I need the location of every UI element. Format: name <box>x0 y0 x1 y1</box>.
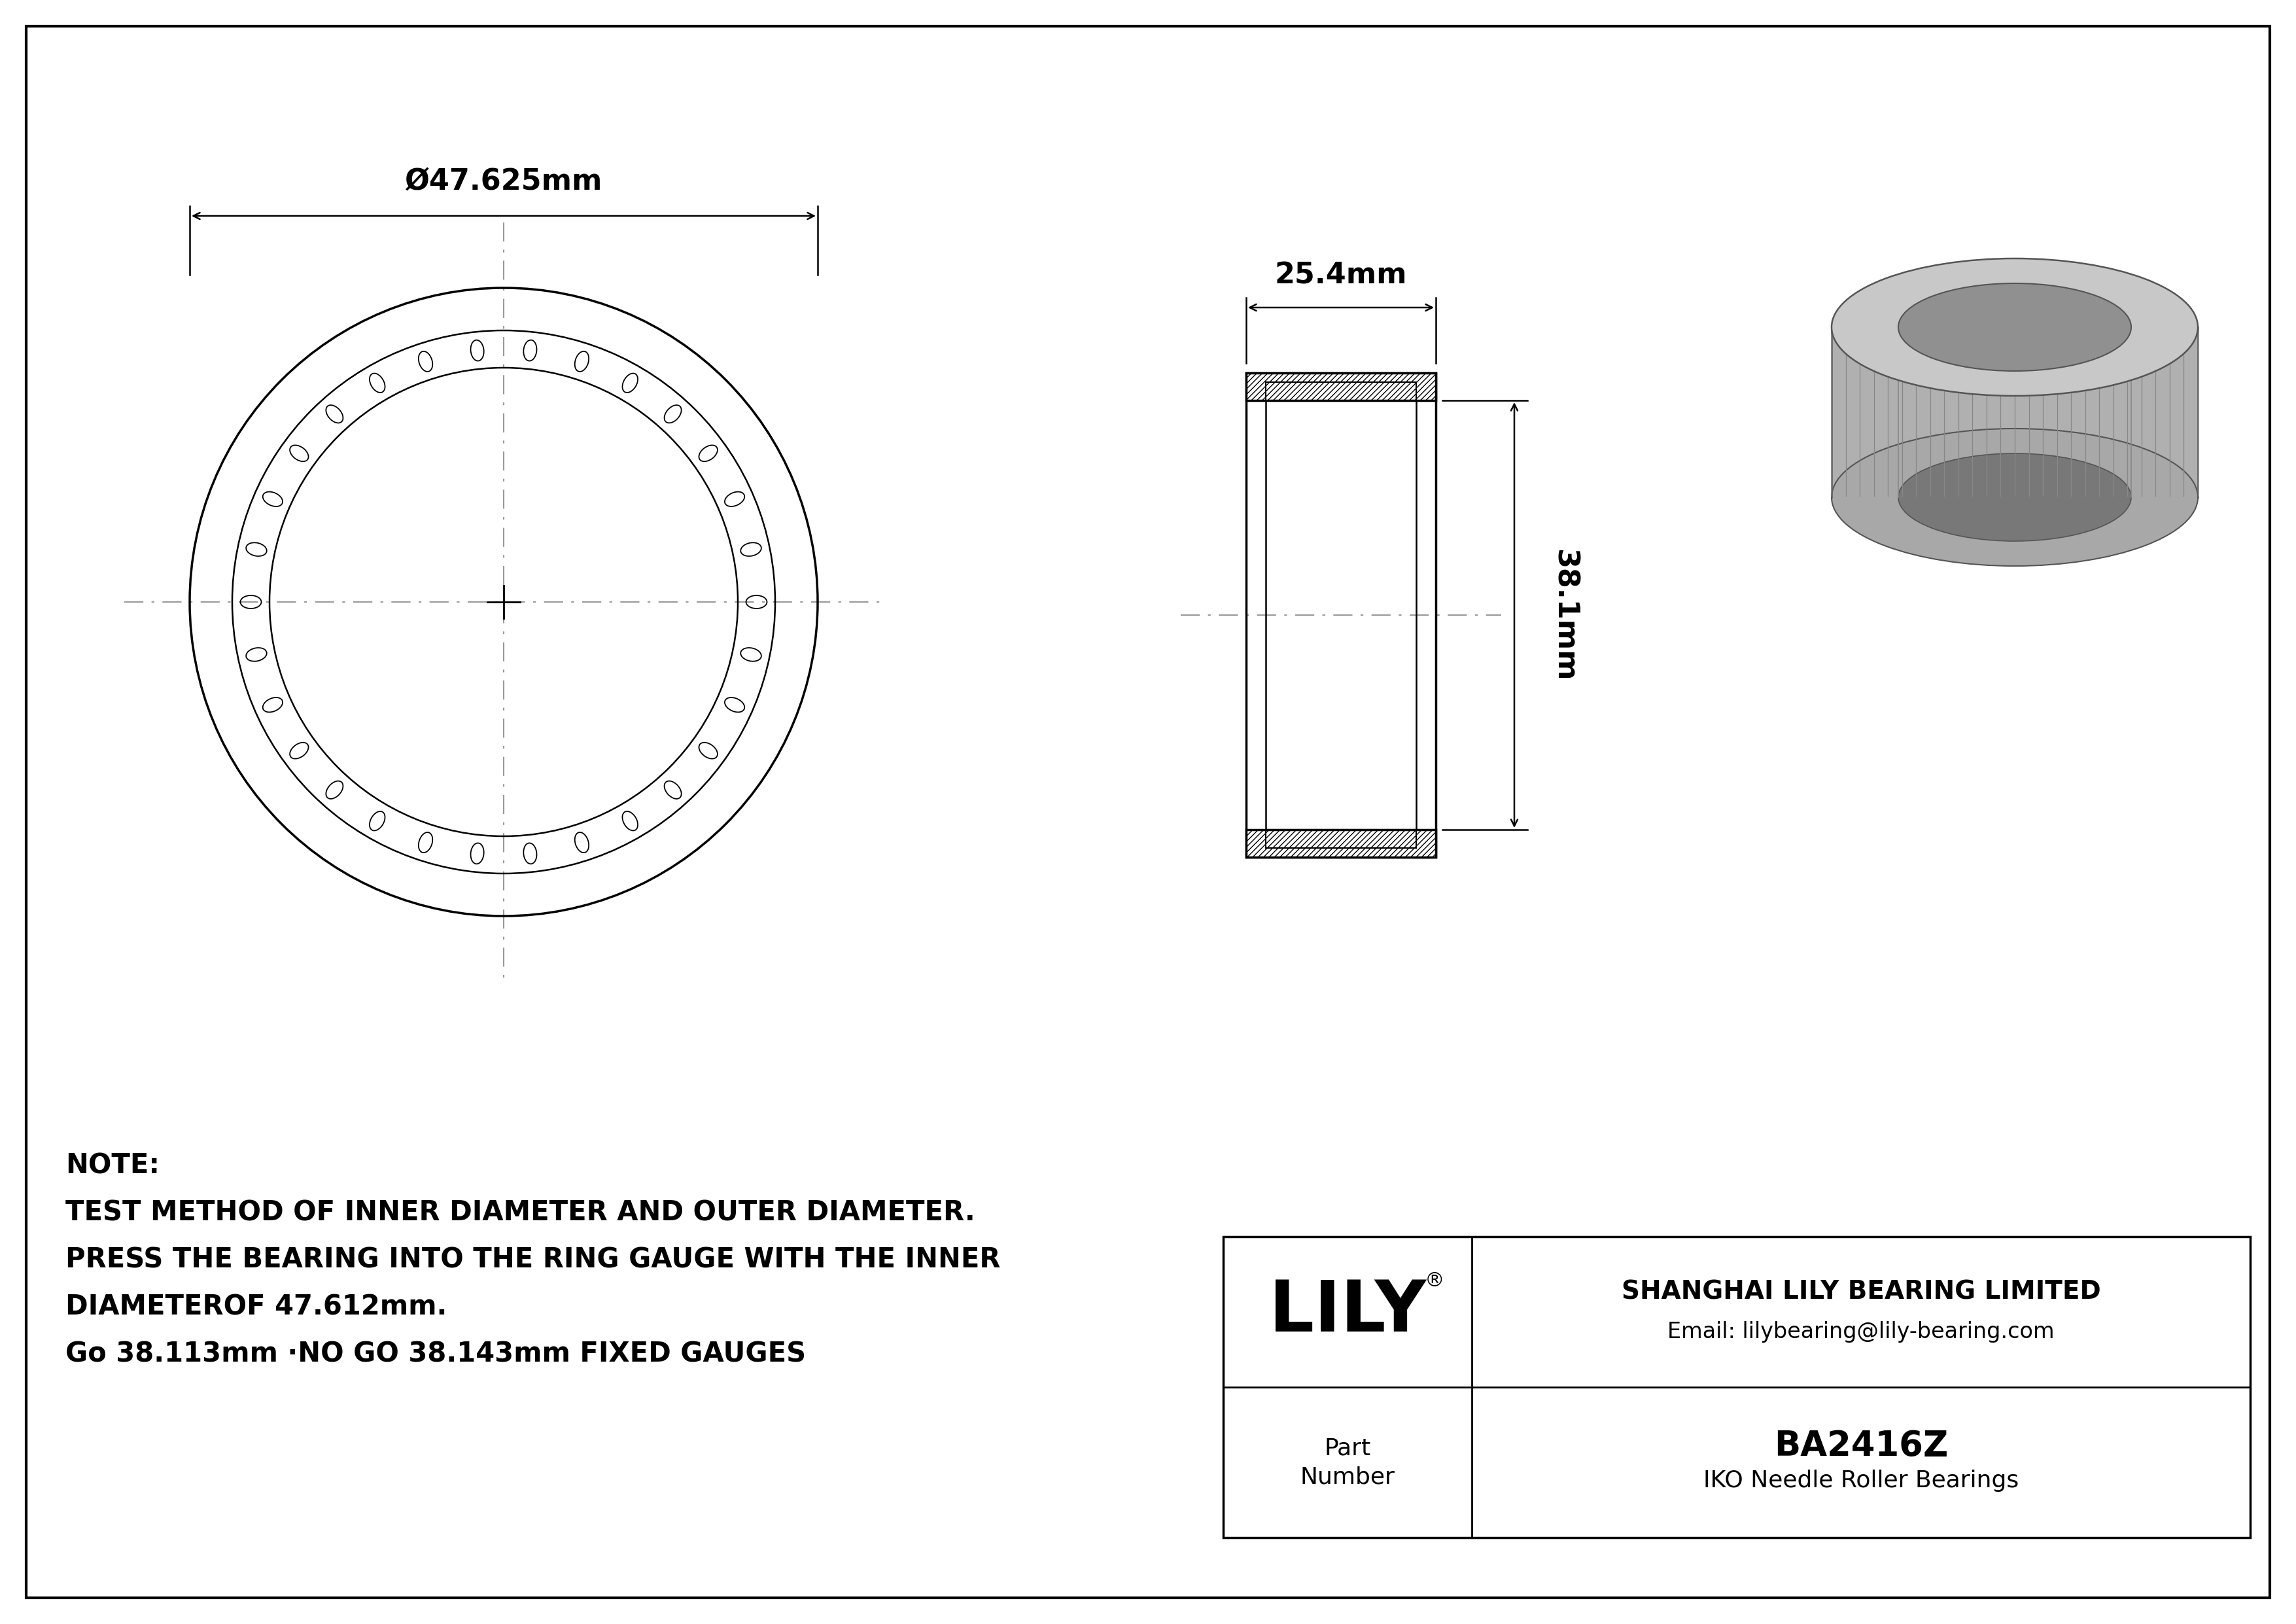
Text: NOTE:: NOTE: <box>64 1151 161 1179</box>
Bar <box>1224 1236 2250 1538</box>
Text: PRESS THE BEARING INTO THE RING GAUGE WITH THE INNER: PRESS THE BEARING INTO THE RING GAUGE WI… <box>64 1246 1001 1273</box>
Text: TEST METHOD OF INNER DIAMETER AND OUTER DIAMETER.: TEST METHOD OF INNER DIAMETER AND OUTER … <box>64 1199 976 1226</box>
Ellipse shape <box>1899 453 2131 541</box>
Text: ®: ® <box>1426 1272 1444 1289</box>
Ellipse shape <box>1832 258 2197 396</box>
Text: LILY: LILY <box>1270 1276 1426 1346</box>
Text: Number: Number <box>1300 1465 1396 1488</box>
Text: Go 38.113mm ·NO GO 38.143mm FIXED GAUGES: Go 38.113mm ·NO GO 38.143mm FIXED GAUGES <box>64 1340 806 1367</box>
Text: IKO Needle Roller Bearings: IKO Needle Roller Bearings <box>1704 1470 2018 1492</box>
Text: 25.4mm: 25.4mm <box>1274 261 1407 289</box>
Ellipse shape <box>1899 283 2131 370</box>
Text: BA2416Z: BA2416Z <box>1775 1429 1947 1463</box>
Ellipse shape <box>1832 429 2197 567</box>
Text: SHANGHAI LILY BEARING LIMITED: SHANGHAI LILY BEARING LIMITED <box>1621 1280 2101 1304</box>
Bar <box>1247 374 1435 401</box>
Text: Email: lilybearing@lily-bearing.com: Email: lilybearing@lily-bearing.com <box>1667 1320 2055 1343</box>
Text: Ø47.625mm: Ø47.625mm <box>404 169 602 197</box>
Bar <box>1247 830 1435 857</box>
Bar <box>1247 374 1435 857</box>
Text: Part: Part <box>1325 1437 1371 1458</box>
Bar <box>1265 830 1417 848</box>
Text: 38.1mm: 38.1mm <box>1550 549 1577 682</box>
Bar <box>1832 326 2197 497</box>
Text: DIAMETEROF 47.612mm.: DIAMETEROF 47.612mm. <box>64 1293 448 1320</box>
Bar <box>1265 382 1417 401</box>
